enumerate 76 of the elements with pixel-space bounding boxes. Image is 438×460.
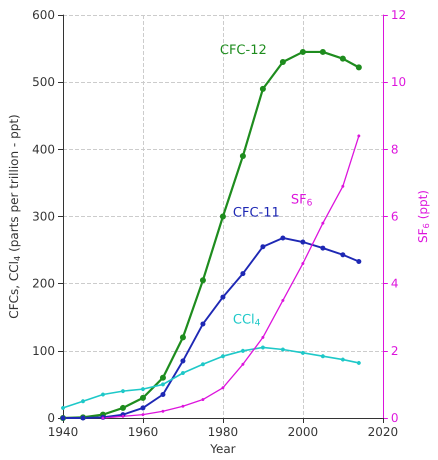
point (80, 399, 85, 404)
point (140, 405, 146, 410)
x-tick-label: 1940 (48, 425, 78, 439)
point (120, 389, 125, 394)
point (100, 392, 105, 396)
x-tick-label: 2020 (368, 425, 398, 439)
y-tick-label: 600 (32, 8, 55, 22)
point (300, 240, 306, 245)
point (181, 404, 184, 408)
point (340, 358, 345, 362)
point (280, 59, 286, 66)
point (180, 371, 185, 375)
point (200, 321, 206, 326)
y2-tick-label: 0 (390, 411, 398, 425)
point (340, 56, 346, 62)
point (357, 134, 360, 138)
y-tick-label: 500 (32, 75, 55, 90)
point (240, 348, 245, 353)
point (281, 298, 284, 302)
point (180, 334, 186, 340)
y2-tick-label: 8 (390, 142, 398, 156)
x-tick-label: 1960 (128, 425, 158, 439)
series-label: CFC-11 (232, 206, 280, 221)
point (320, 354, 325, 358)
point (301, 262, 304, 266)
y-axis-title: CFCs, CCl4 (parts per trillion - ppt) (7, 114, 22, 319)
y2-tick-label: 6 (390, 210, 398, 224)
point (320, 246, 326, 251)
series-label: CFC-12 (220, 42, 267, 58)
y2-axis-title: SF6 (ppt) (416, 190, 431, 243)
point (280, 235, 286, 240)
point (220, 214, 226, 220)
point (356, 259, 362, 264)
point (200, 277, 206, 284)
point (261, 336, 264, 339)
point (320, 48, 326, 55)
point (161, 410, 164, 413)
y2-tick-label: 2 (390, 344, 398, 358)
point (260, 244, 266, 250)
y-tick-label: 400 (32, 142, 55, 156)
x-axis-title: Year (209, 442, 236, 456)
y-tick-label: 200 (32, 276, 55, 291)
point (240, 153, 246, 160)
point (160, 374, 166, 381)
point (280, 347, 285, 352)
point (220, 294, 226, 300)
x-tick-label: 1980 (208, 425, 238, 439)
point (260, 345, 265, 350)
point (120, 404, 126, 411)
point (140, 394, 146, 401)
point (61, 406, 65, 410)
point (160, 392, 166, 397)
y-tick-label: 0 (47, 411, 55, 425)
point (241, 362, 244, 366)
point (141, 413, 144, 416)
point (221, 386, 224, 390)
y2-tick-label: 12 (390, 8, 406, 22)
point (240, 271, 246, 276)
x-tick-label: 2000 (288, 425, 318, 439)
y2-tick-label: 10 (390, 75, 406, 90)
point (160, 382, 165, 386)
point (356, 360, 361, 365)
point (121, 414, 124, 418)
point (300, 48, 306, 55)
point (140, 387, 145, 392)
point (180, 358, 186, 364)
point (260, 86, 266, 92)
point (356, 64, 362, 70)
point (220, 354, 225, 358)
y2-tick-label: 4 (390, 276, 398, 291)
y-tick-label: 100 (32, 344, 55, 358)
point (300, 350, 305, 355)
point (201, 398, 204, 402)
y-tick-label: 300 (32, 210, 55, 224)
point (340, 252, 346, 258)
point (200, 362, 205, 366)
